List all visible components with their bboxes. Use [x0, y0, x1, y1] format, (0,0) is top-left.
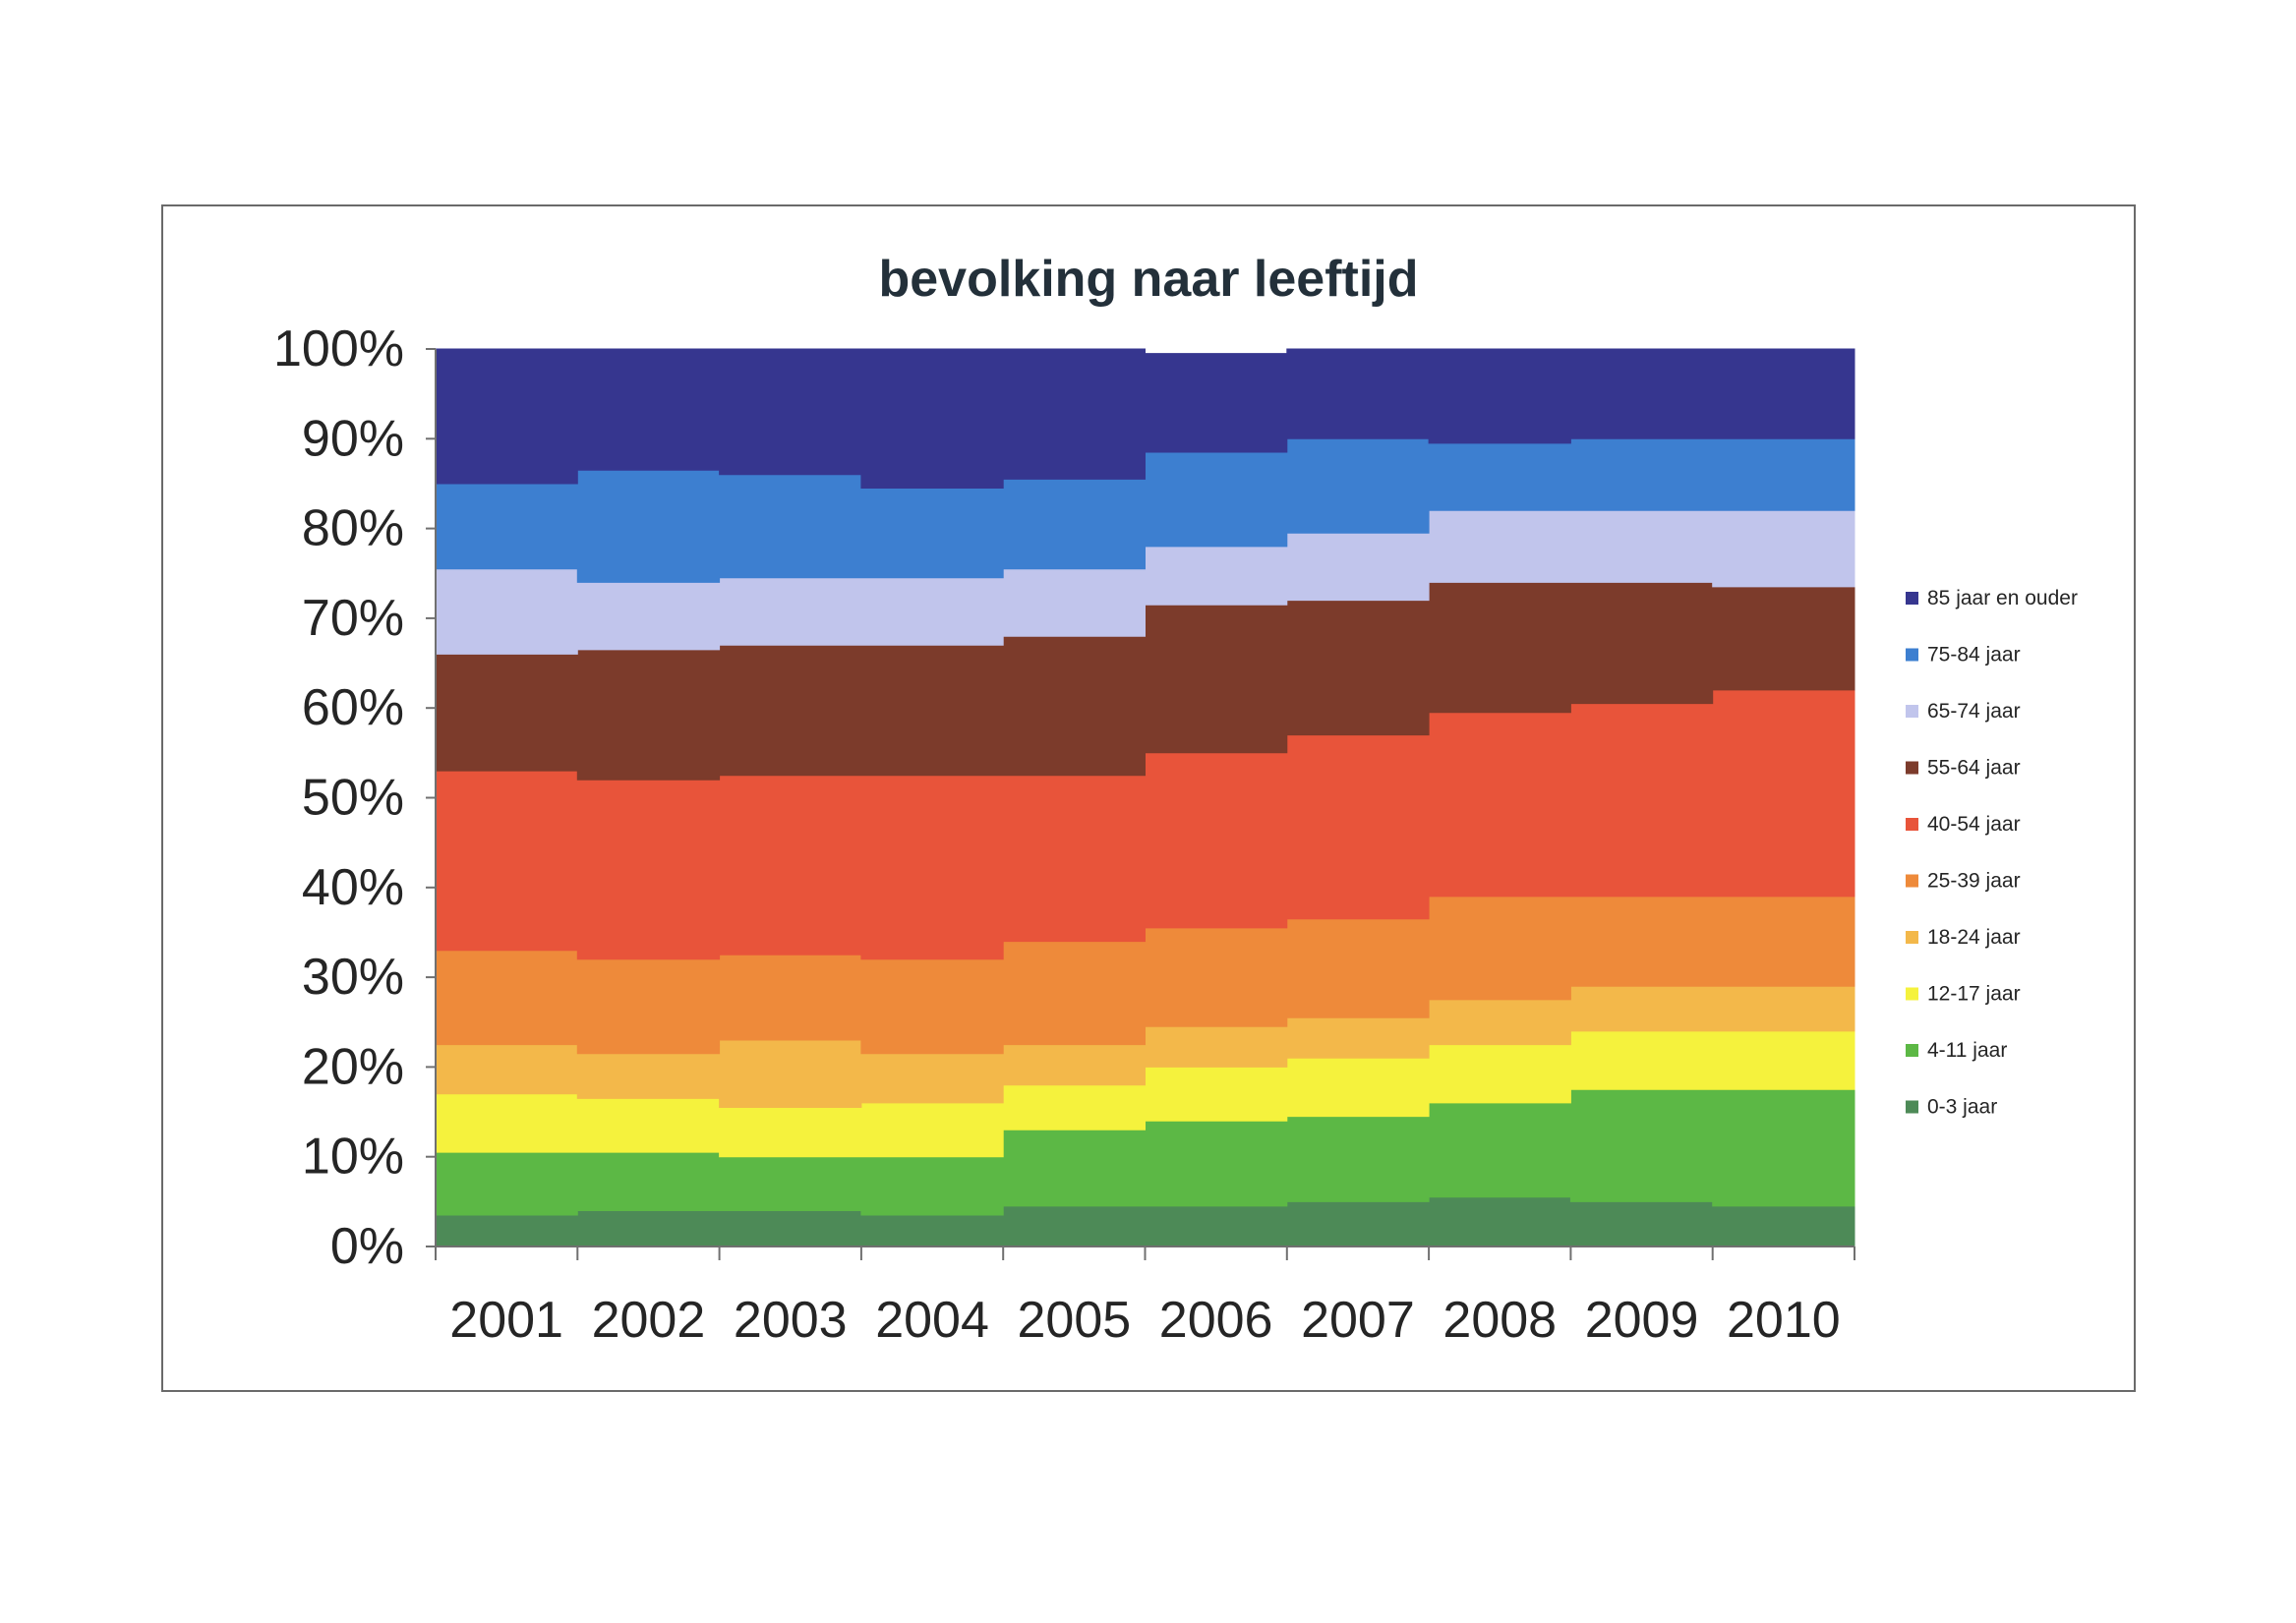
y-tick-label: 0%	[330, 1218, 404, 1275]
legend-label: 55-64 jaar	[1927, 757, 2021, 780]
legend-swatch	[1906, 1044, 1918, 1057]
legend-swatch	[1906, 987, 1918, 1001]
y-tick-label: 30%	[302, 949, 404, 1006]
y-tick-label: 10%	[302, 1129, 404, 1186]
legend-swatch	[1906, 648, 1918, 662]
y-tick-label: 50%	[302, 770, 404, 827]
legend-label: 65-74 jaar	[1927, 700, 2021, 723]
y-tick-label: 80%	[302, 500, 404, 557]
y-tick-label: 100%	[273, 320, 404, 377]
legend-label: 0-3 jaar	[1927, 1096, 1997, 1119]
legend-label: 40-54 jaar	[1927, 813, 2021, 836]
legend-swatch	[1906, 874, 1918, 888]
x-tick-label: 2010	[1727, 1292, 1841, 1349]
x-tick-label: 2008	[1442, 1292, 1557, 1349]
stacked-area-chart: 0% 10% 20% 30% 40% 50% 60% 70% 80% 90% 100% 2001 200…	[273, 320, 2078, 1349]
x-tick-label: 2007	[1301, 1292, 1415, 1349]
x-tick-label: 2006	[1159, 1292, 1273, 1349]
legend-label: 12-17 jaar	[1927, 983, 2021, 1006]
legend-swatch	[1906, 1100, 1918, 1114]
legend-swatch	[1906, 705, 1918, 718]
legend-label: 25-39 jaar	[1927, 870, 2021, 893]
legend-label: 75-84 jaar	[1927, 644, 2021, 667]
y-tick-label: 40%	[302, 859, 404, 916]
y-tick-label: 70%	[302, 590, 404, 647]
legend-swatch	[1906, 818, 1918, 831]
x-tick-label: 2002	[592, 1292, 706, 1349]
legend-swatch	[1906, 592, 1918, 605]
legend-label: 85 jaar en ouder	[1927, 587, 2078, 609]
legend-label: 4-11 jaar	[1927, 1039, 2007, 1062]
y-tick-label: 20%	[302, 1038, 404, 1095]
x-tick-label: 2004	[875, 1292, 989, 1349]
y-tick-label: 60%	[302, 679, 404, 736]
legend-label: 18-24 jaar	[1927, 926, 2021, 949]
x-tick-label: 2009	[1585, 1292, 1699, 1349]
x-tick-label: 2001	[449, 1292, 563, 1349]
y-tick-label: 90%	[302, 410, 404, 467]
chart-title: bevolking naar leeftijd	[878, 251, 1419, 308]
x-tick-label: 2003	[734, 1292, 848, 1349]
series-band-85-jaar-en-ouder	[435, 348, 1855, 489]
x-tick-label: 2005	[1018, 1292, 1132, 1349]
legend-swatch	[1906, 761, 1918, 775]
legend-swatch	[1906, 931, 1918, 944]
chart-frame: bevolking naar leeftijd 0% 10% 20% 30% 40% 50…	[161, 204, 2136, 1392]
